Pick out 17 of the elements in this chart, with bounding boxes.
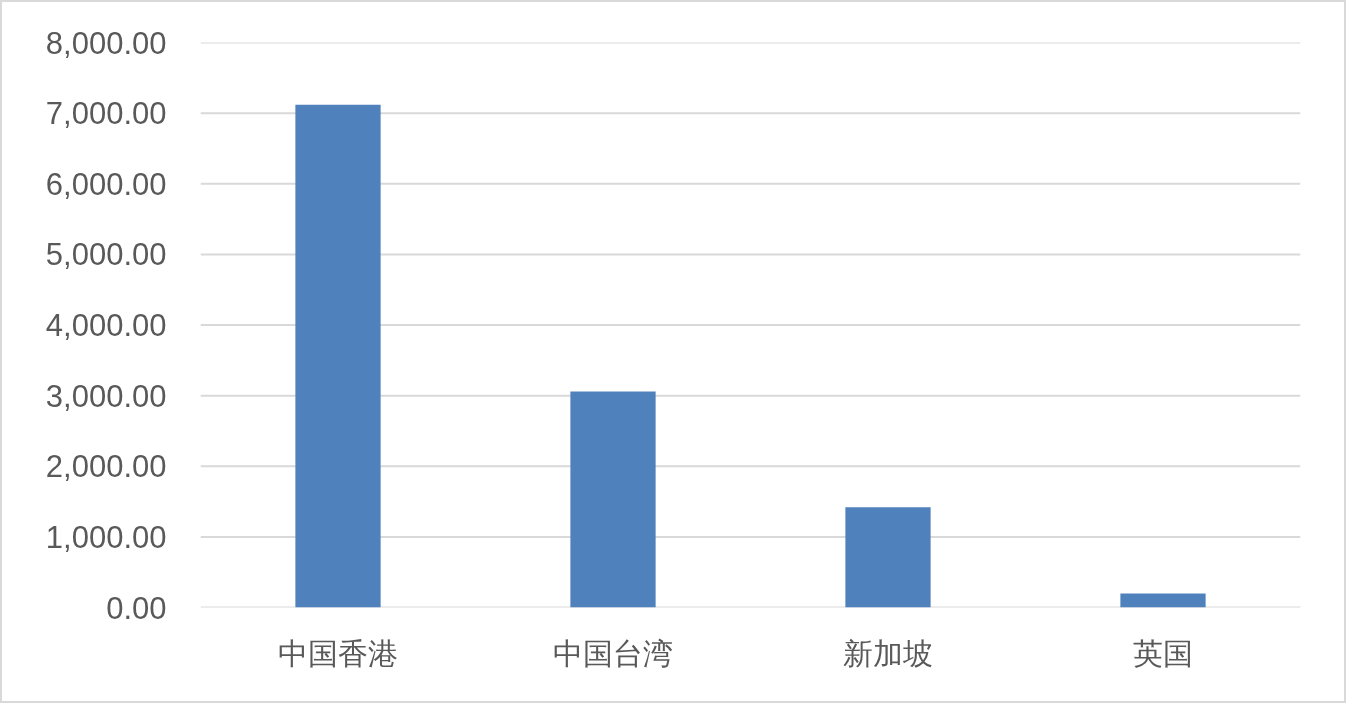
x-tick-label: 中国台湾 xyxy=(553,635,673,671)
y-tick-label: 8,000.00 xyxy=(45,25,167,61)
x-tick-label: 英国 xyxy=(1133,635,1193,671)
y-tick-label: 4,000.00 xyxy=(45,308,167,343)
bar xyxy=(295,104,381,608)
y-tick-label: 6,000.00 xyxy=(45,166,167,202)
y-tick-label: 7,000.00 xyxy=(45,96,167,132)
bar xyxy=(1120,593,1206,608)
y-tick-label: 3,000.00 xyxy=(45,378,167,414)
x-tick-label: 新加坡 xyxy=(843,635,933,671)
bar xyxy=(570,391,656,608)
y-tick-label: 0.00 xyxy=(106,590,167,626)
y-tick-label: 5,000.00 xyxy=(45,237,167,273)
x-tick-label: 中国香港 xyxy=(278,635,398,671)
y-tick-label: 1,000.00 xyxy=(45,519,167,555)
y-tick-label: 2,000.00 xyxy=(45,449,167,485)
bar xyxy=(845,507,931,608)
